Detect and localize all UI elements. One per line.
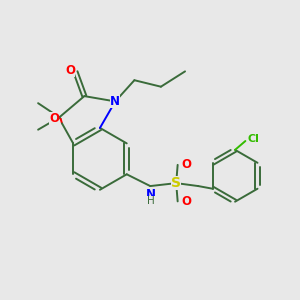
Text: O: O — [65, 64, 75, 77]
Text: O: O — [181, 195, 191, 208]
Text: O: O — [181, 158, 191, 171]
Text: N: N — [110, 95, 120, 108]
Text: O: O — [49, 112, 59, 125]
Text: N: N — [146, 188, 156, 201]
Text: S: S — [171, 176, 181, 190]
Text: H: H — [147, 196, 155, 206]
Text: Cl: Cl — [248, 134, 260, 144]
